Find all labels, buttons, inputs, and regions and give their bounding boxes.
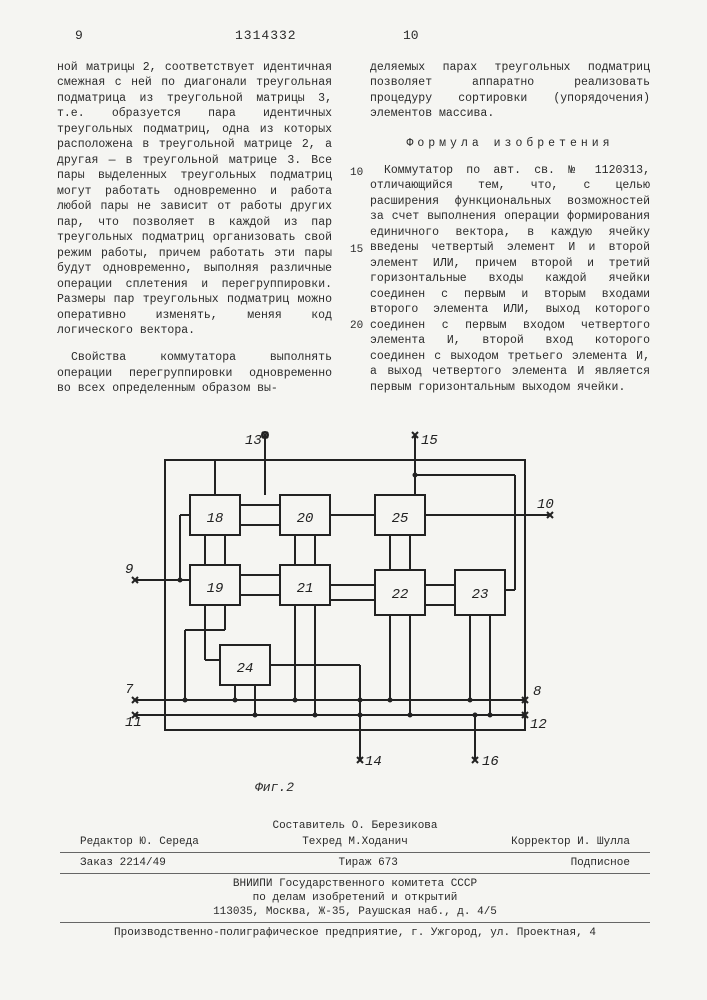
tirage: Тираж 673 <box>338 857 397 869</box>
subscription: Подписное <box>571 857 630 869</box>
pin-16: 16 <box>482 754 499 770</box>
pin-8: 8 <box>533 684 541 700</box>
pin-12: 12 <box>530 717 547 733</box>
pin-10: 10 <box>537 497 554 513</box>
node-25: 25 <box>392 511 409 527</box>
node-19: 19 <box>207 581 224 597</box>
right-p1: деляемых парах треугольных подматриц поз… <box>370 60 650 122</box>
line-num-10: 10 <box>350 166 363 181</box>
pin-14: 14 <box>365 754 382 770</box>
right-column: деляемых парах треугольных подматриц поз… <box>370 48 650 407</box>
pin-7: 7 <box>125 682 134 698</box>
node-18: 18 <box>207 511 224 527</box>
address: 113035, Москва, Ж-35, Раушская наб., д. … <box>60 906 650 923</box>
right-p2: Коммутатор по авт. св. № 1120313, отлича… <box>370 163 650 396</box>
editor: Редактор Ю. Середа <box>80 836 199 848</box>
org1: ВНИИПИ Государственного комитета СССР <box>60 878 650 890</box>
node-20: 20 <box>297 511 314 527</box>
page-number-right: 10 <box>403 28 419 43</box>
node-24: 24 <box>237 661 254 677</box>
credits-block: Составитель О. Березикова Редактор Ю. Се… <box>60 820 650 939</box>
pin-15: 15 <box>421 433 438 449</box>
compiler: Составитель О. Березикова <box>60 820 650 832</box>
tech: Техред М.Ходанич <box>302 836 408 848</box>
formula-title: Формула изобретения <box>370 136 650 152</box>
node-22: 22 <box>392 587 409 603</box>
order: Заказ 2214/49 <box>80 857 166 869</box>
left-column: ной матрицы 2, соответствует идентичная … <box>57 48 332 408</box>
printer: Производственно-полиграфическое предприя… <box>60 927 650 939</box>
page-number-left: 9 <box>75 28 83 43</box>
doc-number: 1314332 <box>235 28 297 43</box>
node-21: 21 <box>297 581 314 597</box>
corrector: Корректор И. Шулла <box>511 836 630 848</box>
left-p2: Свойства коммутатора выполнять операции … <box>57 350 332 397</box>
pin-9: 9 <box>125 562 133 578</box>
pin-11: 11 <box>125 715 142 731</box>
left-p1: ной матрицы 2, соответствует идентичная … <box>57 60 332 339</box>
pin-13: 13 <box>245 433 262 449</box>
circuit-diagram: 18 20 25 19 21 22 23 24 13 15 9 7 11 10 … <box>125 430 555 770</box>
line-num-15: 15 <box>350 243 363 258</box>
figure-caption: Фиг.2 <box>255 780 294 795</box>
line-num-20: 20 <box>350 319 363 334</box>
org2: по делам изобретений и открытий <box>60 892 650 904</box>
node-23: 23 <box>472 587 489 603</box>
